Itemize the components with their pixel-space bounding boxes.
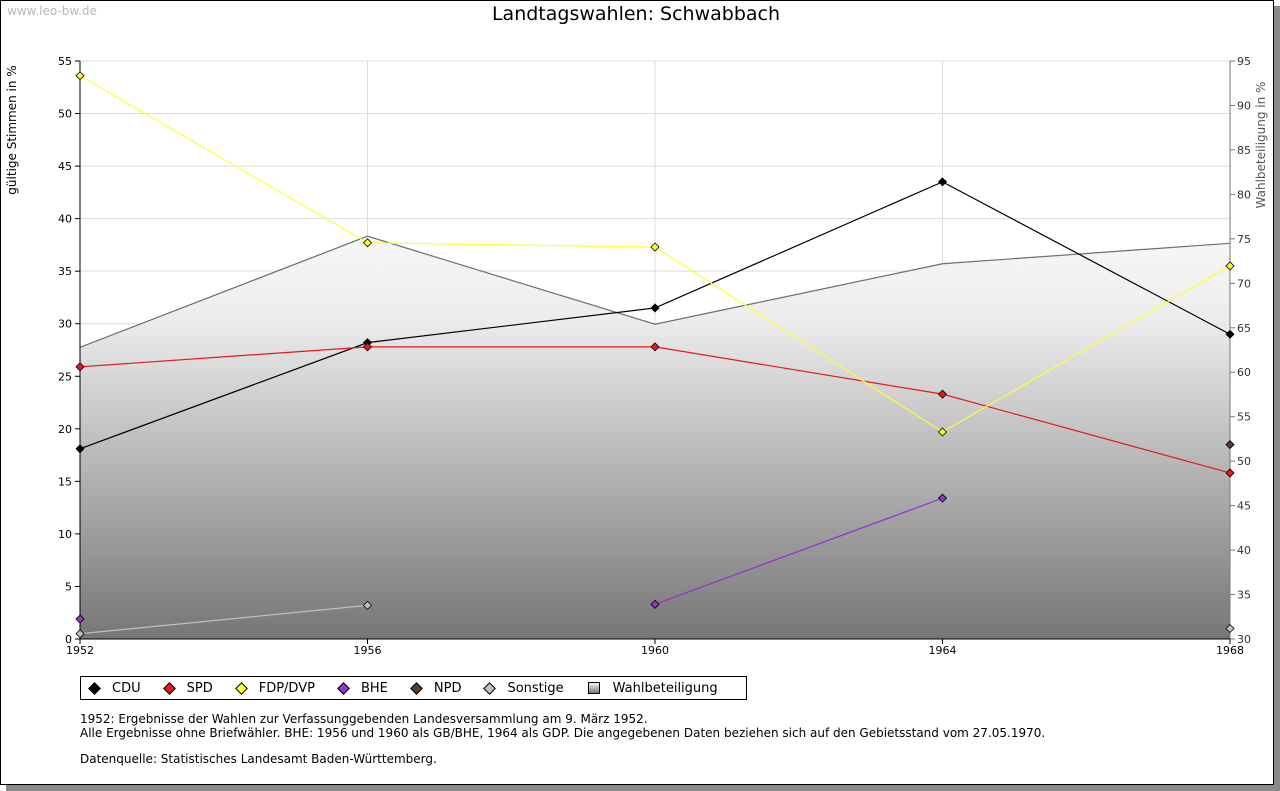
y-tick-label: 15 — [58, 475, 72, 488]
x-tick-label: 1964 — [929, 644, 957, 657]
y2-tick-label: 75 — [1237, 233, 1251, 246]
point-bhe — [650, 599, 660, 609]
point-spd — [650, 342, 660, 352]
y-tick-label: 10 — [58, 528, 72, 541]
legend-marker-npd — [410, 681, 423, 695]
legend-marker-cdu — [88, 681, 101, 695]
footnote-general: Alle Ergebnisse ohne Briefwähler. BHE: 1… — [80, 725, 1046, 740]
y2-tick-label: 55 — [1237, 411, 1251, 424]
line-wahlbeteiligung — [79, 235, 1231, 348]
chart-title: Landtagswahlen: Schwabbach — [491, 3, 781, 25]
legend-marker-fdp — [234, 681, 248, 695]
legend-label-cdu: CDU — [112, 680, 141, 696]
point-cdu — [75, 444, 85, 454]
point-spd — [1225, 468, 1235, 478]
point-fdp-dvp — [75, 71, 85, 81]
point-spd — [362, 342, 373, 352]
point-bhe — [937, 493, 948, 503]
y-axis-label: gültige Stimmen in % — [5, 65, 19, 194]
point-npd — [1225, 440, 1235, 450]
y2-tick-label: 85 — [1237, 144, 1251, 157]
y-tick-label: 5 — [65, 580, 72, 593]
area-wahlbeteiligung — [80, 236, 1230, 639]
x-tick-label: 1956 — [354, 644, 382, 657]
legend-marker-bhe — [337, 681, 350, 695]
legend-item-cdu: CDU — [88, 680, 141, 696]
legend-label-wahlbeteiligung: Wahlbeteiligung — [612, 680, 718, 696]
legend-label-bhe: BHE — [360, 680, 388, 696]
y-tick-label: 50 — [58, 108, 72, 121]
point-cdu — [1225, 329, 1235, 339]
legend-item-sonstige: Sonstige — [483, 680, 564, 696]
point-sonstige — [75, 629, 85, 639]
legend-marker-sonstige — [483, 681, 497, 695]
y2-tick-label: 90 — [1237, 99, 1251, 112]
legend-item-fdp: FDP/DVP — [234, 680, 315, 696]
y2-tick-label: 80 — [1237, 188, 1251, 201]
y-tick-label: 45 — [58, 160, 72, 173]
footnote-1952: 1952: Ergebnisse der Wahlen zur Verfassu… — [80, 712, 648, 726]
watermark: www.leo-bw.de — [7, 4, 97, 18]
y-tick-label: 30 — [58, 318, 72, 331]
legend-label-sonstige: Sonstige — [507, 680, 564, 696]
footnotes: 1952: Ergebnisse der Wahlen zur Verfassu… — [80, 712, 1046, 740]
point-spd — [75, 362, 85, 372]
point-sonstige — [1225, 623, 1235, 634]
legend-label-npd: NPD — [433, 680, 462, 696]
y2-tick-label: 30 — [1237, 633, 1251, 646]
point-fdp-dvp — [650, 242, 660, 252]
y2-tick-label: 50 — [1237, 455, 1251, 468]
y2-tick-label: 65 — [1237, 322, 1251, 335]
y2-tick-label: 35 — [1237, 589, 1251, 602]
point-fdp-dvp — [937, 427, 948, 437]
y-tick-label: 55 — [58, 55, 72, 68]
point-fdp-dvp — [362, 238, 373, 248]
y-tick-label: 25 — [58, 370, 72, 383]
y-tick-label: 20 — [58, 423, 72, 436]
point-bhe — [75, 614, 85, 624]
legend-item-wahlbeteiligung: Wahlbeteiligung — [587, 680, 718, 696]
legend-item-npd: NPD — [410, 680, 462, 696]
y2-tick-label: 60 — [1237, 366, 1251, 379]
legend-label-fdp: FDP/DVP — [258, 680, 315, 696]
chart-svg: 0 5 10 15 20 25 30 35 40 45 50 55 1952 1956 1960 1964 19… — [5, 55, 1268, 657]
y2-tick-label: 40 — [1237, 544, 1251, 557]
y2-axis-label: Wahlbeteiligung in % — [1254, 82, 1268, 209]
legend-item-spd: SPD — [162, 680, 213, 696]
legend: CDU SPD FDP/DVP BHE NPD Sonstige Wahlbet… — [80, 676, 747, 700]
x-tick-label: 1960 — [641, 644, 669, 657]
legend-marker-wahlbeteiligung — [587, 682, 600, 694]
y2-tick-label: 70 — [1237, 277, 1251, 290]
point-cdu — [650, 303, 660, 313]
line-sonstige — [79, 604, 368, 635]
point-fdp-dvp — [1225, 261, 1235, 271]
y-tick-label: 35 — [58, 265, 72, 278]
legend-label-spd: SPD — [186, 680, 213, 696]
data-source: Datenquelle: Statistisches Landesamt Bad… — [80, 752, 437, 766]
point-sonstige — [362, 600, 373, 610]
legend-item-bhe: BHE — [337, 680, 388, 696]
y2-tick-label: 45 — [1237, 500, 1251, 513]
x-tick-label: 1952 — [66, 644, 94, 657]
y-tick-label: 0 — [65, 633, 72, 646]
line-bhe — [654, 497, 943, 605]
y2-tick-label: 95 — [1237, 55, 1251, 68]
legend-marker-spd — [162, 681, 176, 695]
y-tick-label: 40 — [58, 213, 72, 226]
point-spd — [937, 389, 948, 399]
point-cdu — [937, 177, 948, 187]
x-tick-label: 1968 — [1216, 644, 1244, 657]
